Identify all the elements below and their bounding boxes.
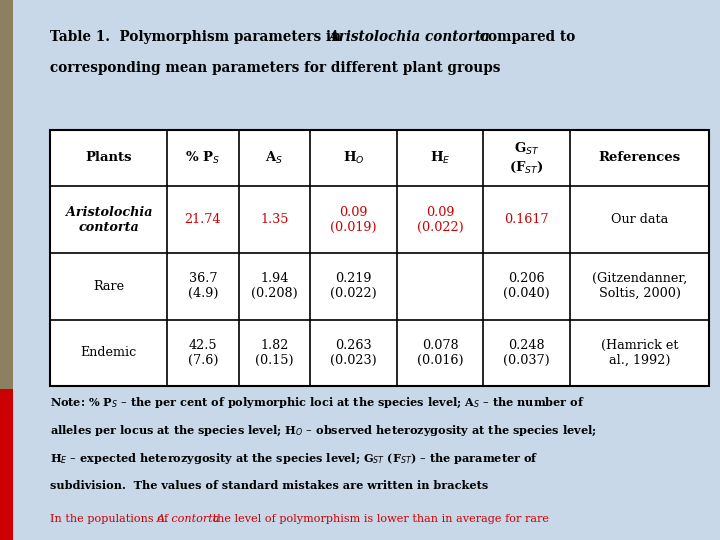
Text: H$_O$: H$_O$ xyxy=(343,150,364,166)
Bar xyxy=(50,130,709,386)
Text: 1.35: 1.35 xyxy=(260,213,289,226)
Bar xyxy=(0,0,13,540)
Text: 0.263
(0.023): 0.263 (0.023) xyxy=(330,339,377,367)
Bar xyxy=(50,130,709,386)
Text: Endemic: Endemic xyxy=(81,346,137,359)
Text: References: References xyxy=(598,151,680,165)
Text: corresponding mean parameters for different plant groups: corresponding mean parameters for differ… xyxy=(50,61,501,75)
Text: Our data: Our data xyxy=(611,213,668,226)
Text: the level of polymorphism is lower than in average for rare: the level of polymorphism is lower than … xyxy=(209,514,549,524)
Text: compared to: compared to xyxy=(475,30,575,44)
Text: % P$_S$: % P$_S$ xyxy=(186,150,220,166)
Text: Rare: Rare xyxy=(93,280,125,293)
Text: 0.219
(0.022): 0.219 (0.022) xyxy=(330,272,377,300)
Text: 0.09
(0.019): 0.09 (0.019) xyxy=(330,206,377,234)
Text: 21.74: 21.74 xyxy=(184,213,221,226)
Text: H$_E$: H$_E$ xyxy=(430,150,450,166)
Text: (Gitzendanner,
Soltis, 2000): (Gitzendanner, Soltis, 2000) xyxy=(592,272,687,300)
Text: H$_E$ – expected heterozygosity at the species level; G$_{ST}$ (F$_{ST}$) – the : H$_E$ – expected heterozygosity at the s… xyxy=(50,452,539,466)
Text: 0.206
(0.040): 0.206 (0.040) xyxy=(503,272,550,300)
Text: Aristolochia
contorta: Aristolochia contorta xyxy=(66,206,152,234)
Text: In the populations of: In the populations of xyxy=(50,514,172,524)
Text: 0.09
(0.022): 0.09 (0.022) xyxy=(417,206,464,234)
Text: 1.94
(0.208): 1.94 (0.208) xyxy=(251,272,298,300)
Text: Plants: Plants xyxy=(86,151,132,165)
Text: A. contorta: A. contorta xyxy=(157,514,220,524)
Text: 0.248
(0.037): 0.248 (0.037) xyxy=(503,339,550,367)
Text: 0.1617: 0.1617 xyxy=(505,213,549,226)
Text: (Hamrick et
al., 1992): (Hamrick et al., 1992) xyxy=(600,339,678,367)
Text: 0.078
(0.016): 0.078 (0.016) xyxy=(417,339,464,367)
Text: 36.7
(4.9): 36.7 (4.9) xyxy=(188,272,218,300)
Text: 42.5
(7.6): 42.5 (7.6) xyxy=(188,339,218,367)
Text: A$_S$: A$_S$ xyxy=(266,150,284,166)
Text: alleles per locus at the species level; H$_O$ – observed heterozygosity at the s: alleles per locus at the species level; … xyxy=(50,424,597,438)
Text: Aristolochia contorta: Aristolochia contorta xyxy=(328,30,490,44)
Bar xyxy=(0,389,13,540)
Text: Table 1.  Polymorphism parameters in: Table 1. Polymorphism parameters in xyxy=(50,30,346,44)
Text: subdivision.  The values of standard mistakes are written in brackets: subdivision. The values of standard mist… xyxy=(50,480,489,491)
Text: 1.82
(0.15): 1.82 (0.15) xyxy=(255,339,294,367)
Text: Note: % P$_S$ – the per cent of polymorphic loci at the species level; A$_S$ – t: Note: % P$_S$ – the per cent of polymorp… xyxy=(50,396,585,410)
Text: G$_{ST}$
(F$_{ST}$): G$_{ST}$ (F$_{ST}$) xyxy=(509,141,544,175)
